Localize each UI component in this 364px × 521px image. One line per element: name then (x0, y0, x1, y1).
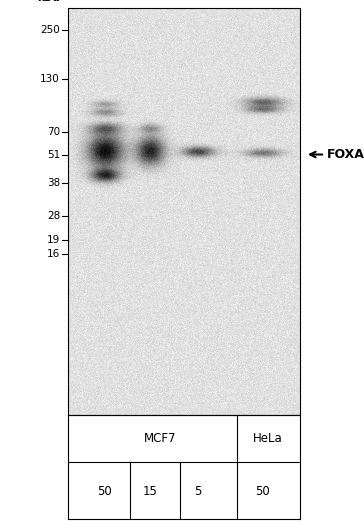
Text: 50: 50 (256, 485, 270, 498)
Text: kDa: kDa (37, 0, 60, 3)
Text: 50: 50 (98, 485, 112, 498)
Text: 70: 70 (47, 127, 60, 137)
Text: 16: 16 (47, 249, 60, 259)
Bar (68, 8, 300, 415)
Text: 51: 51 (47, 150, 60, 159)
Text: 19: 19 (47, 235, 60, 245)
Text: MCF7: MCF7 (144, 432, 176, 445)
Text: 38: 38 (47, 178, 60, 188)
Text: 250: 250 (40, 26, 60, 35)
Text: 130: 130 (40, 74, 60, 84)
Text: 5: 5 (194, 485, 202, 498)
Text: HeLa: HeLa (253, 432, 283, 445)
Text: 15: 15 (143, 485, 158, 498)
Text: FOXA1: FOXA1 (327, 148, 364, 161)
Text: 28: 28 (47, 210, 60, 220)
